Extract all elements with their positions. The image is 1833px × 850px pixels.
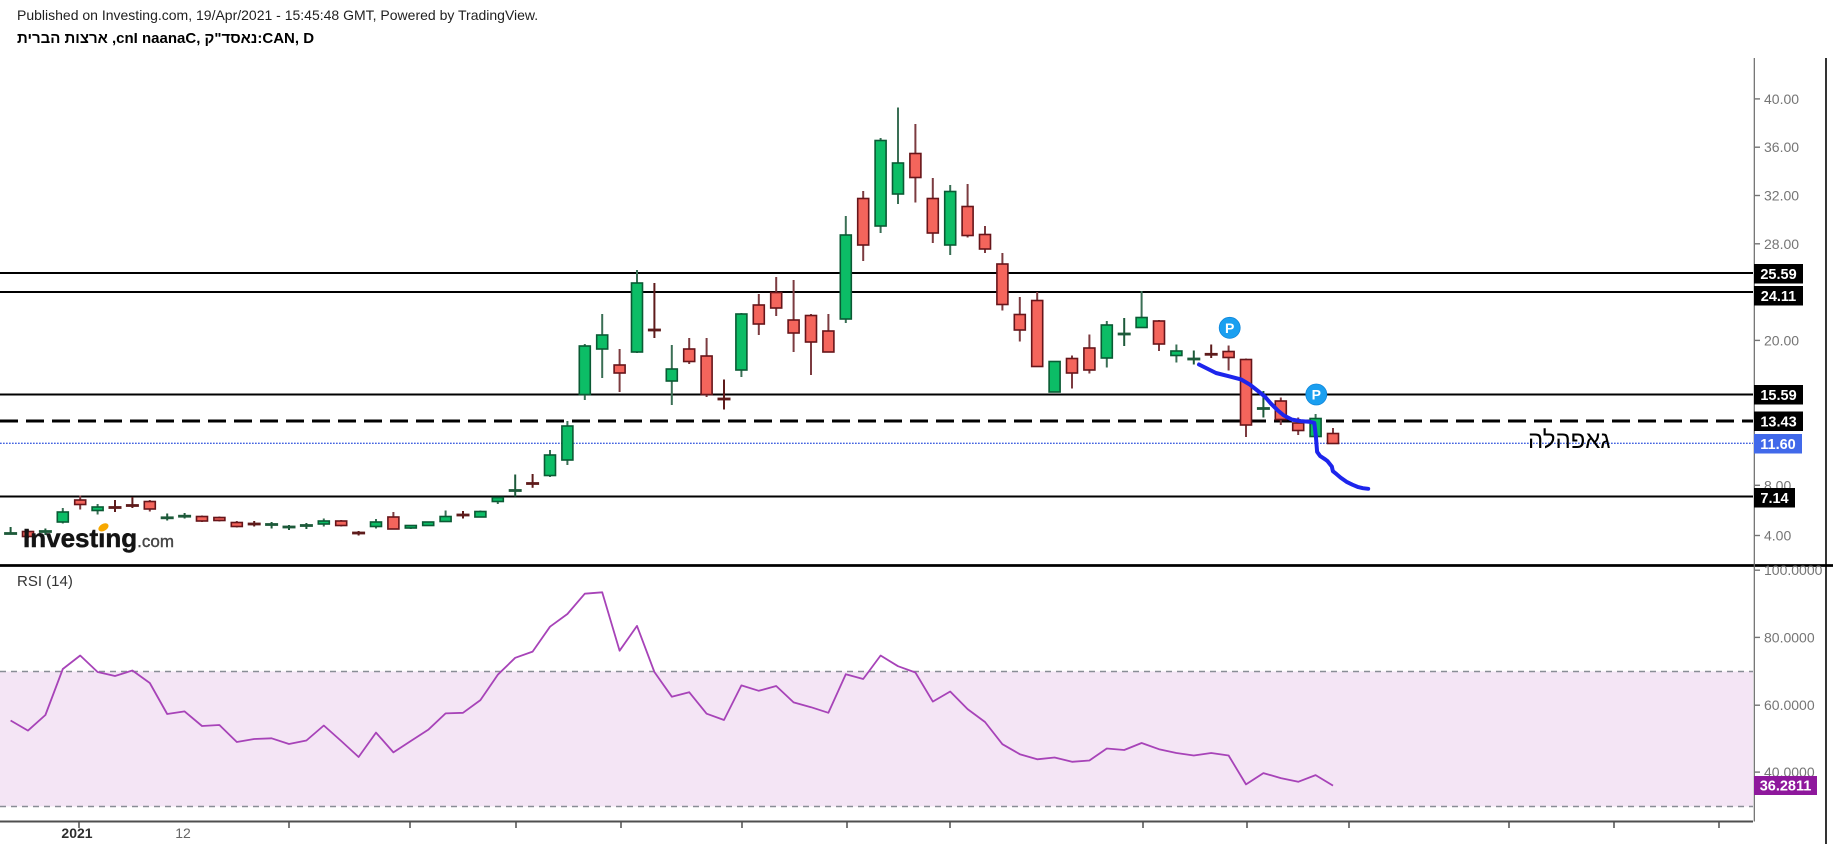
svg-text:11.60: 11.60 — [1760, 437, 1796, 453]
svg-text:100.0000: 100.0000 — [1764, 562, 1823, 578]
svg-text:36.00: 36.00 — [1764, 139, 1799, 155]
svg-text:RSI (14): RSI (14) — [17, 573, 73, 590]
svg-text:60.0000: 60.0000 — [1764, 697, 1815, 713]
svg-text:P: P — [1312, 387, 1321, 403]
svg-text:12: 12 — [175, 825, 191, 841]
svg-text:7.14: 7.14 — [1760, 491, 1788, 507]
svg-text:36.2811: 36.2811 — [1760, 779, 1812, 795]
svg-text:4.00: 4.00 — [1764, 528, 1791, 544]
svg-text:28.00: 28.00 — [1764, 236, 1799, 252]
svg-text:40.00: 40.00 — [1764, 91, 1799, 107]
svg-text:80.0000: 80.0000 — [1764, 629, 1815, 645]
svg-text:P: P — [1225, 320, 1234, 336]
svg-text:15.59: 15.59 — [1760, 388, 1796, 404]
svg-text:20.00: 20.00 — [1764, 332, 1799, 348]
svg-text:13.43: 13.43 — [1760, 415, 1796, 431]
svg-text:24.11: 24.11 — [1761, 289, 1797, 305]
svg-text:32.00: 32.00 — [1764, 188, 1799, 204]
svg-text:25.59: 25.59 — [1760, 267, 1796, 283]
svg-text:2021: 2021 — [61, 825, 92, 841]
